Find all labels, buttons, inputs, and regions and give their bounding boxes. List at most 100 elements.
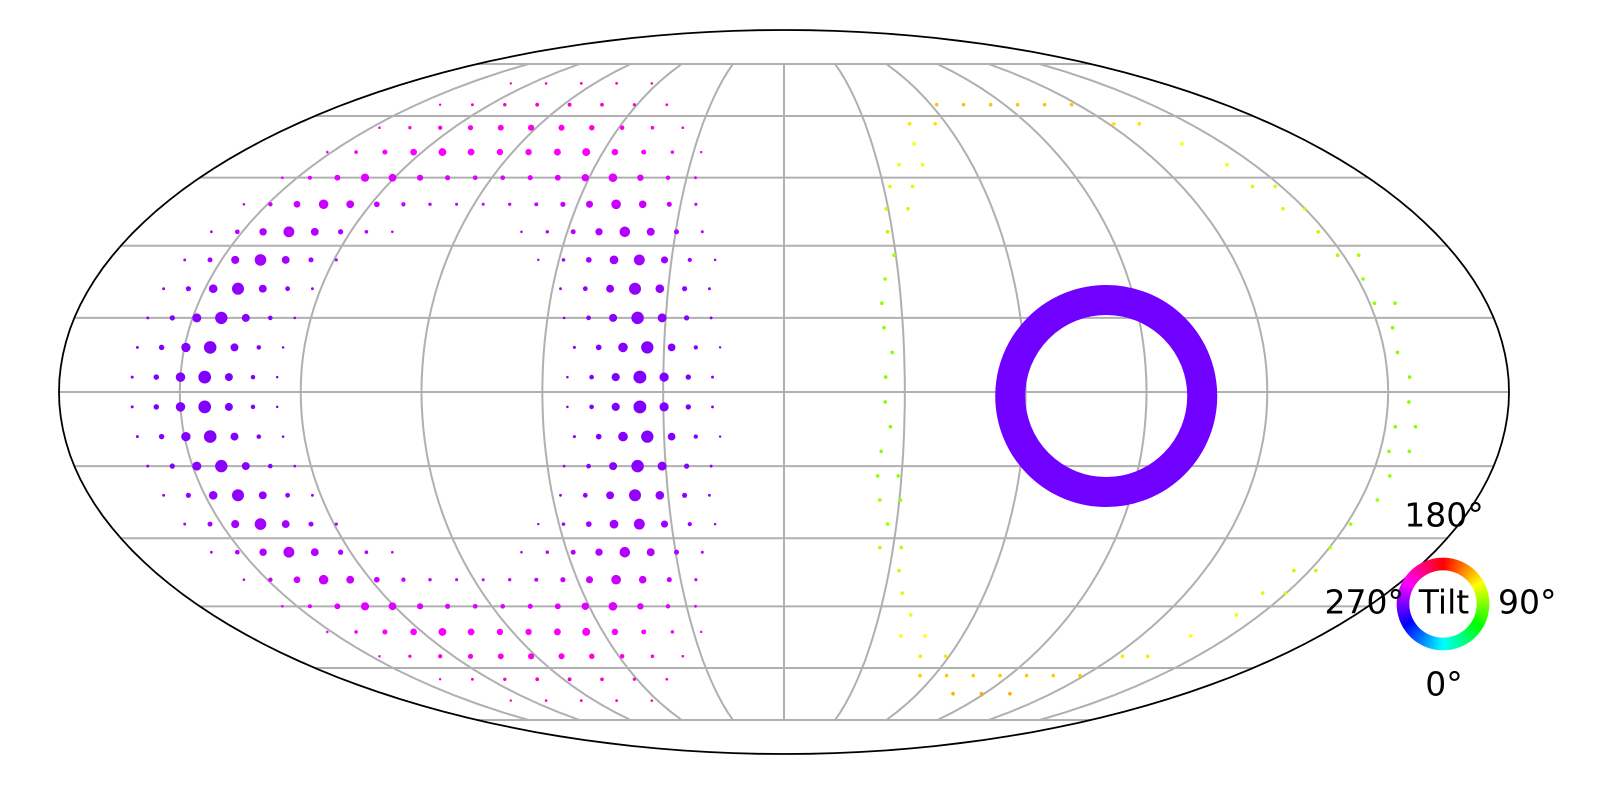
data-point [1250, 184, 1255, 189]
data-point [500, 175, 506, 181]
data-point [619, 125, 625, 130]
data-point [646, 227, 655, 236]
data-point [428, 577, 432, 582]
data-point [438, 678, 442, 681]
data-point [611, 199, 621, 210]
data-point [665, 604, 671, 609]
data-point [699, 630, 703, 634]
data-point [673, 229, 680, 235]
data-point [923, 634, 927, 638]
data-point [900, 591, 904, 595]
data-point [707, 493, 711, 497]
data-point [310, 493, 314, 497]
data-point [215, 311, 228, 325]
data-point [709, 464, 713, 468]
data-point [337, 549, 344, 555]
legend-label-90: 90° [1498, 583, 1557, 622]
data-point [606, 491, 615, 500]
meridian-line [299, 63, 580, 721]
data-point [582, 286, 588, 292]
data-point [655, 490, 665, 500]
highlight-ring [995, 285, 1218, 507]
data-point [566, 405, 569, 409]
data-point [631, 459, 644, 473]
data-point [508, 578, 512, 582]
data-point [520, 230, 523, 234]
data-point [1120, 654, 1125, 659]
data-point [586, 315, 591, 321]
data-point [192, 313, 202, 323]
data-point [334, 522, 338, 526]
data-point [1372, 301, 1377, 306]
meridian-line [885, 63, 1027, 721]
data-point [130, 405, 134, 409]
scatter-points [130, 82, 1418, 702]
data-point [346, 575, 355, 584]
data-point [1314, 568, 1318, 573]
data-point [438, 103, 442, 106]
data-point [665, 677, 669, 681]
data-point [711, 405, 714, 409]
data-point [373, 201, 380, 208]
data-point [589, 404, 594, 410]
data-point [558, 653, 565, 660]
data-point [373, 576, 380, 583]
data-point [1180, 142, 1184, 146]
data-point [283, 226, 295, 238]
data-point [606, 284, 615, 293]
data-point [1361, 277, 1365, 281]
meridian-line [662, 63, 734, 721]
data-point [1388, 474, 1392, 478]
legend-label-0: 0° [1425, 665, 1463, 704]
data-point [378, 126, 381, 129]
data-point [933, 122, 937, 126]
data-point [1273, 184, 1277, 189]
data-point [567, 677, 572, 682]
data-point [908, 613, 913, 617]
data-point [1112, 122, 1116, 126]
data-point [153, 404, 160, 410]
data-point [582, 492, 588, 498]
data-point [203, 430, 217, 443]
data-point [1008, 691, 1012, 696]
data-point [885, 522, 890, 526]
data-point [455, 202, 459, 206]
data-point [670, 630, 675, 634]
data-point [566, 375, 569, 379]
data-point [231, 255, 240, 264]
data-point [520, 550, 523, 554]
data-point [1281, 207, 1285, 211]
data-point [242, 202, 246, 206]
data-point [275, 375, 279, 379]
data-point [310, 227, 319, 236]
data-point [1356, 253, 1361, 257]
data-point [472, 175, 478, 181]
data-point [146, 316, 150, 320]
data-point [496, 628, 504, 636]
data-point [888, 184, 892, 189]
data-point [231, 489, 245, 502]
data-point [1069, 102, 1074, 107]
data-point [638, 200, 647, 209]
data-point [589, 374, 594, 380]
data-point [467, 148, 475, 156]
data-point [560, 201, 566, 207]
data-point [554, 603, 561, 610]
data-point [158, 344, 165, 351]
data-point [709, 316, 713, 320]
data-point [438, 125, 443, 130]
data-point [525, 148, 532, 156]
data-point [472, 603, 478, 609]
data-point [718, 346, 722, 349]
data-point [250, 404, 256, 410]
data-point [467, 628, 475, 636]
data-point [162, 493, 166, 497]
data-point [408, 126, 412, 130]
data-point [224, 373, 233, 382]
data-point [618, 431, 628, 442]
data-point [682, 286, 688, 292]
data-point [280, 604, 284, 608]
data-point [224, 402, 233, 411]
data-point [718, 435, 722, 438]
data-point [467, 653, 474, 659]
